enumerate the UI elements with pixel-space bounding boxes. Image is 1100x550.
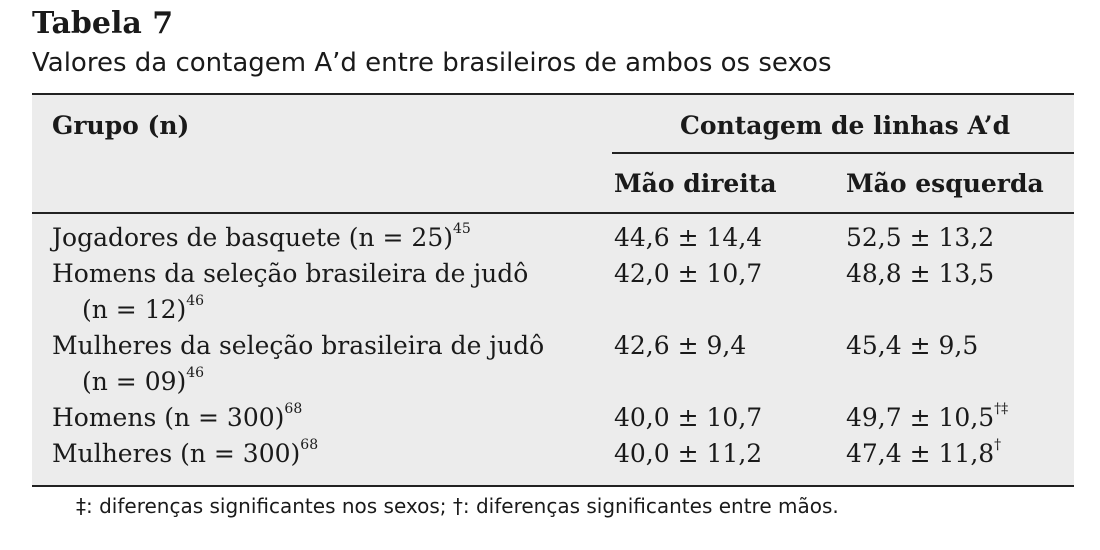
row-group: Mulheres da seleção brasileira de judô xyxy=(52,331,545,360)
header-span: Contagem de linhas A’d xyxy=(680,111,1011,140)
row-right-value: 40,0 ± 11,2 xyxy=(614,439,763,468)
row-group-continuation: (n = 09)46 xyxy=(82,365,205,396)
significance-mark: † xyxy=(994,437,1002,453)
row-left-value: 49,7 ± 10,5†‡ xyxy=(846,401,1009,432)
header-group: Grupo (n) xyxy=(52,111,190,140)
reference: 45 xyxy=(453,221,471,237)
row-group: Jogadores de basquete (n = 25)45 xyxy=(52,221,471,252)
row-right-value: 44,6 ± 14,4 xyxy=(614,223,763,252)
reference: 46 xyxy=(186,365,205,381)
table-title: Tabela 7 xyxy=(32,6,174,41)
table-footnote: ‡: diferenças significantes nos sexos; †… xyxy=(76,494,839,518)
data-table: Grupo (n) Contagem de linhas A’d Mão dir… xyxy=(32,93,1074,487)
row-group: Mulheres (n = 300)68 xyxy=(52,437,319,468)
row-right-value: 42,6 ± 9,4 xyxy=(614,331,747,360)
row-left-value: 48,8 ± 13,5 xyxy=(846,259,995,288)
reference: 68 xyxy=(300,437,319,453)
header-right-hand: Mão direita xyxy=(614,169,777,198)
header-left-hand: Mão esquerda xyxy=(846,169,1044,198)
row-right-value: 42,0 ± 10,7 xyxy=(614,259,763,288)
row-left-value: 45,4 ± 9,5 xyxy=(846,331,979,360)
span-rule xyxy=(612,152,1074,154)
row-group: Homens da seleção brasileira de judô xyxy=(52,259,529,288)
header-separator xyxy=(32,212,1074,214)
significance-mark: †‡ xyxy=(994,401,1009,417)
row-left-value: 52,5 ± 13,2 xyxy=(846,223,995,252)
table-caption: Valores da contagem A’d entre brasileiro… xyxy=(32,48,832,78)
row-group-continuation: (n = 12)46 xyxy=(82,293,205,324)
row-right-value: 40,0 ± 10,7 xyxy=(614,403,763,432)
reference: 46 xyxy=(186,293,205,309)
row-left-value: 47,4 ± 11,8† xyxy=(846,437,1002,468)
reference: 68 xyxy=(284,401,303,417)
row-group: Homens (n = 300)68 xyxy=(52,401,303,432)
